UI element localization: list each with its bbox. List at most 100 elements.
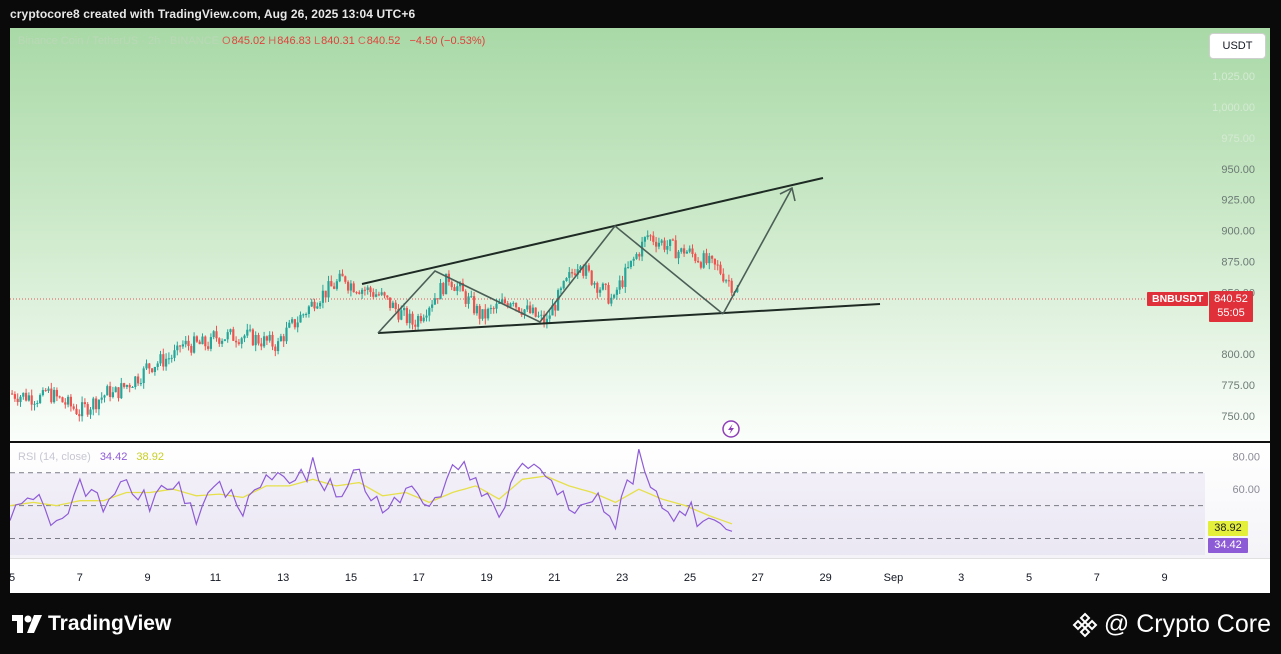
candle-body [450,281,453,288]
time-tick-label: 5 [10,572,15,584]
price-tick-label: 800.00 [1221,349,1255,361]
candle-body [83,402,86,405]
candle-body [554,305,557,311]
candle-body [95,398,98,410]
candle-body [607,284,610,304]
candle-body [137,376,140,384]
price-tick-label: 900.00 [1221,226,1255,238]
candle-body [587,265,590,271]
candle-body [571,272,574,274]
candle-body [461,282,464,292]
candle-body [503,299,506,304]
candle-body [319,302,322,307]
candle-body [159,354,162,364]
candle-body [727,280,730,282]
candle-body [16,398,19,403]
time-tick-label: 9 [145,572,151,584]
candle-body [251,329,254,346]
candle-body [621,280,624,287]
time-tick-label: 21 [548,572,560,584]
time-tick-label: Sep [884,572,904,584]
candle-body [288,322,291,328]
time-tick-label: 19 [480,572,492,584]
candle-body [694,253,697,261]
candle-body [638,254,641,257]
candle-body [565,277,568,281]
rsi-legend[interactable]: RSI (14, close) 34.42 38.92 [18,451,164,463]
candle-body [377,294,380,296]
candle-body [293,319,296,328]
candle-body [330,281,333,287]
candle-body [13,394,16,399]
candle-body [397,309,400,320]
rsi-legend-label: RSI (14, close) [18,451,91,463]
candle-body [459,282,462,287]
tradingview-logo[interactable]: TradingView [12,612,171,636]
candle-body [39,395,42,404]
candle-body [576,269,579,275]
candle-body [50,388,53,403]
candle-body [11,393,14,395]
candle-body [599,289,602,293]
candle-body [601,283,604,290]
candle-body [680,248,683,252]
candle-body [643,237,646,242]
candle-body [380,292,383,295]
candle-body [736,288,739,292]
legend-close: 840.52 [366,35,401,47]
candle-body [89,409,92,415]
time-axis-svg: 5 7 9 11 13 15 17 19 21 23 25 27 29 Sep 3 5 7 9 [10,572,1168,584]
rsi-pane[interactable]: 80.00 60.00 RSI (14, close) 34.42 38.92 3… [10,443,1270,558]
candle-body [190,346,193,353]
last-price-tag: 840.52 55:05 [1209,291,1253,322]
candle-body [134,376,137,387]
candle-body [481,309,484,319]
currency-button[interactable]: USDT [1209,33,1266,59]
candle-body [176,345,179,351]
candle-body [67,396,70,405]
candle-body [613,294,616,298]
candle-body [327,281,330,298]
candle-body [470,296,473,298]
candle-body [629,260,632,268]
symbol-tag: BNBUSDT [1147,292,1209,306]
candle-body [198,341,201,345]
candle-body [439,283,442,300]
candle-body [215,331,218,339]
candle-body [232,329,235,341]
candle-body [394,302,397,310]
candle-body [543,314,546,324]
legend-change: −4.50 (−0.53%) [409,35,486,47]
candle-body [114,387,117,393]
candle-body [316,306,319,309]
time-axis[interactable]: 5 7 9 11 13 15 17 19 21 23 25 27 29 Sep 3 5 7 9 [10,558,1270,593]
candle-body [730,280,733,293]
rsi-line [10,449,733,532]
candle-body [139,383,142,385]
price-chart-svg: 1,025.00 1,000.00 975.00 950.00 925.00 900.00… [10,71,1255,438]
time-tick-label: 29 [819,572,831,584]
pane-separator[interactable] [10,441,1270,443]
candle-body [456,286,459,291]
candle-body [386,295,389,298]
rsi-axis: 80.00 60.00 [1232,451,1260,496]
price-pane[interactable]: 1,025.00 1,000.00 975.00 950.00 925.00 900.00… [10,28,1270,441]
candle-body [235,340,238,343]
legend-high: 846.83 [277,35,311,47]
trend-drawings [361,177,881,334]
candle-body [433,298,436,305]
price-tick-label: 925.00 [1221,195,1255,207]
candle-body [562,280,565,289]
candle-body [403,307,406,311]
candle-body [478,305,481,319]
candle-body [389,297,392,308]
candle-body [445,273,448,295]
candle-body [260,343,263,347]
rsi-tick-label: 80.00 [1232,451,1260,463]
candle-body [596,282,599,293]
candle-body [58,396,61,398]
candle-body [391,302,394,308]
ohlc-legend[interactable]: Binance Coin / TetherUS · 2h · BINANCE O… [18,35,486,47]
candle-body [515,302,518,308]
candle-body [187,340,190,347]
